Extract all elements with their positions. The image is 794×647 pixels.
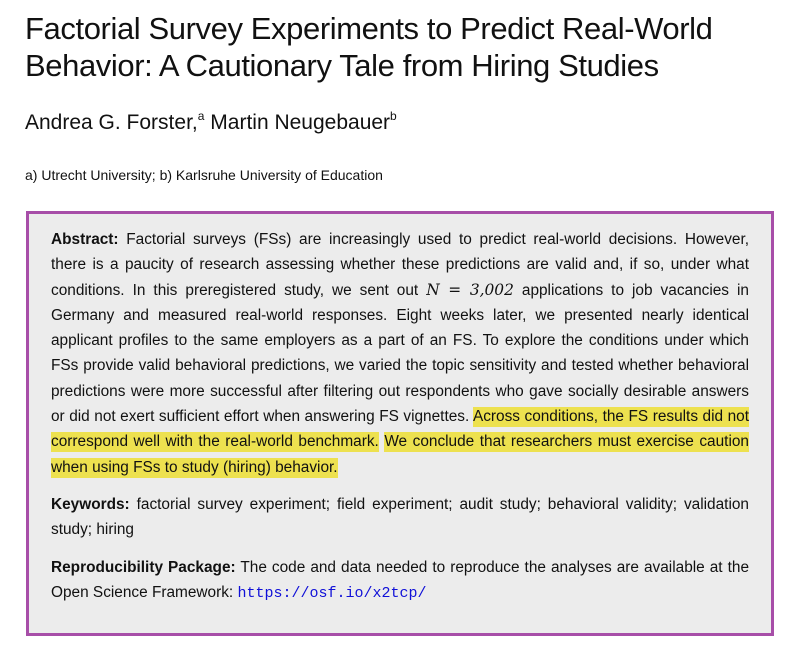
affiliation-marker: a: [197, 109, 205, 123]
reproducibility-paragraph: Reproducibility Package: The code and da…: [51, 555, 749, 607]
affiliation-marker: b: [390, 109, 397, 123]
abstract-text-part2: applications to job vacancies in Germany…: [51, 281, 749, 426]
osf-link[interactable]: https://osf.io/x2tcp/: [237, 584, 427, 602]
author-name: Martin Neugebauer: [204, 111, 391, 134]
reproducibility-text: The code and data needed to reproduce th…: [51, 558, 750, 601]
reproducibility-label: Reproducibility Package:: [51, 558, 236, 576]
math-value: 3,002: [469, 280, 514, 299]
sample-size-math: N = 3,002: [426, 281, 514, 299]
keywords-label: Keywords:: [51, 495, 130, 513]
abstract-label: Abstract:: [51, 231, 119, 248]
affiliations: a) Utrecht University; b) Karlsruhe Univ…: [25, 167, 383, 183]
keywords-text: factorial survey experiment; field exper…: [51, 495, 749, 539]
author-name: Andrea G. Forster,: [25, 111, 198, 134]
keywords-paragraph: Keywords: factorial survey experiment; f…: [51, 492, 749, 543]
abstract-text-part1: Factorial surveys (FSs) are increasingly…: [51, 231, 749, 299]
math-n: N: [426, 280, 440, 299]
abstract-paragraph: Abstract: Factorial surveys (FSs) are in…: [51, 227, 749, 480]
math-equals: =: [439, 280, 470, 299]
paper-title: Factorial Survey Experiments to Predict …: [25, 11, 713, 83]
author-list: Andrea G. Forster,a Martin Neugebauerb: [25, 110, 397, 136]
abstract-box: Abstract: Factorial surveys (FSs) are in…: [26, 211, 774, 636]
